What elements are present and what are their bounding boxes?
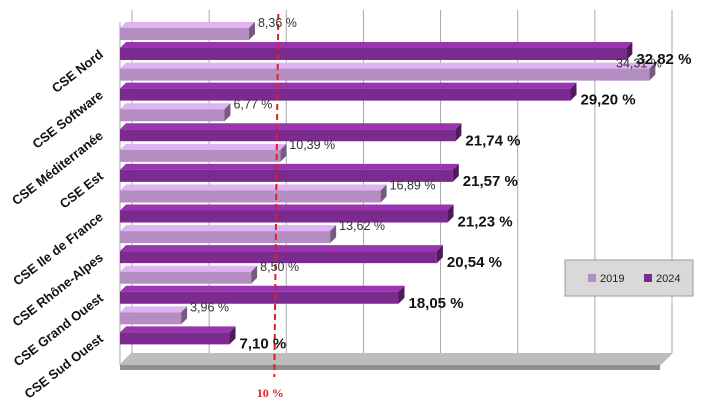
bar-2019	[120, 225, 337, 244]
bar-2024-top	[120, 42, 633, 48]
bar-2024	[120, 123, 462, 142]
bar-2024-top	[120, 204, 454, 211]
legend-swatch-2019	[588, 274, 596, 282]
bar-2019-top	[120, 184, 387, 191]
bar-2019-face	[120, 68, 650, 81]
bar-2024-face	[120, 332, 230, 345]
bar-2024	[120, 82, 577, 101]
bar-2024	[120, 42, 633, 60]
legend-label-2024: 2024	[656, 273, 680, 285]
chart-floor-edge	[120, 365, 660, 370]
bar-2024-end	[447, 204, 454, 223]
data-label-2024: 29,20 %	[581, 92, 636, 109]
bar-2019	[120, 306, 188, 325]
data-label-2024: 20,54 %	[447, 254, 502, 271]
data-label-2024: 18,05 %	[408, 295, 463, 312]
bar-2024-top	[120, 163, 459, 170]
bar-2024-end	[229, 326, 236, 345]
bar-2024-face	[120, 129, 456, 142]
legend-label-2019: 2019	[600, 273, 624, 285]
bar-2024-end	[455, 123, 462, 142]
bar-2024-top	[120, 123, 462, 130]
bar-2024-top	[120, 285, 405, 292]
data-label-2024: 21,74 %	[465, 132, 520, 149]
bar-2019	[120, 184, 387, 203]
bar-2019-end	[649, 62, 656, 81]
data-label-2024: 7,10 %	[240, 335, 287, 352]
bar-2024-face	[120, 291, 399, 304]
bar-2019-face	[120, 109, 225, 122]
category-label: CSE Méditerranée	[9, 128, 106, 208]
bar-2024-face	[120, 210, 448, 223]
bar-2024	[120, 245, 443, 264]
chart-floor	[120, 353, 672, 365]
data-label-2019: 16,89 %	[390, 179, 436, 193]
data-label-2019: 10,39 %	[289, 138, 335, 152]
legend-box	[564, 259, 694, 297]
bar-2024	[120, 163, 459, 182]
category-label: CSE Ile de France	[10, 209, 106, 288]
bar-2019-top	[120, 62, 656, 69]
category-label: CSE Rhône-Alpes	[10, 250, 106, 330]
bar-2019-end	[251, 265, 258, 284]
bar-2019-end	[224, 103, 231, 122]
bar-2024-face	[120, 251, 437, 264]
bar-2019	[120, 103, 231, 122]
bar-2024	[120, 204, 454, 223]
bar-2019-face	[120, 312, 182, 325]
reference-line	[273, 13, 280, 378]
bar-2019-face	[120, 271, 252, 284]
data-label-2019: 34,31 %	[616, 57, 662, 71]
bar-2024-face	[120, 88, 571, 101]
data-label-2024: 21,57 %	[463, 173, 518, 190]
bar-2019-face	[120, 231, 331, 244]
category-label: CSE Grand Ouest	[11, 290, 107, 369]
legend: 2019 2024	[564, 259, 694, 297]
bar-2019	[120, 143, 287, 162]
bar-2019-face	[120, 190, 381, 203]
bar-2019-top	[120, 265, 258, 272]
data-label-2024: 21,23 %	[458, 214, 513, 231]
bar-2024-end	[398, 285, 405, 304]
bar-2019-end	[280, 143, 287, 162]
category-label: CSE Est	[57, 168, 107, 211]
bar-2019-top	[120, 22, 255, 28]
bar-2019-top	[120, 103, 231, 110]
legend-swatch-2024	[644, 274, 652, 282]
bar-2019-end	[181, 306, 188, 325]
bar-2019-face	[120, 28, 249, 40]
bar-2019-top	[120, 306, 188, 313]
bar-2024-face	[120, 48, 627, 60]
bar-2019-top	[120, 143, 287, 150]
bar-2024-top	[120, 326, 236, 333]
bar-2019	[120, 22, 255, 40]
bar-2019-end	[248, 22, 255, 40]
bar-2024-top	[120, 245, 443, 252]
data-label-2019: 8,50 %	[260, 260, 299, 274]
data-label-2019: 6,77 %	[233, 97, 272, 111]
bar-2024-end	[452, 163, 459, 182]
bar-2019-end	[330, 225, 337, 244]
data-label-2019: 3,96 %	[190, 300, 229, 314]
bar-2019	[120, 265, 258, 284]
bar-2024	[120, 326, 236, 345]
bar-2024-end	[436, 245, 443, 264]
data-label-2019: 8,36 %	[258, 16, 297, 30]
bar-2024-face	[120, 169, 453, 182]
data-label-2019: 13,62 %	[339, 219, 385, 233]
bar-2024-top	[120, 82, 577, 89]
bar-2019-end	[380, 184, 387, 203]
reference-line-label: 10 %	[257, 386, 284, 400]
bar-2019-top	[120, 225, 337, 232]
bar-2024	[120, 285, 405, 304]
bar-2024-end	[570, 82, 577, 101]
bar-2024-end	[626, 42, 633, 60]
data-label-2024: 32,82 %	[636, 51, 691, 68]
bar-2019-face	[120, 149, 281, 162]
bar-2019	[120, 62, 656, 81]
